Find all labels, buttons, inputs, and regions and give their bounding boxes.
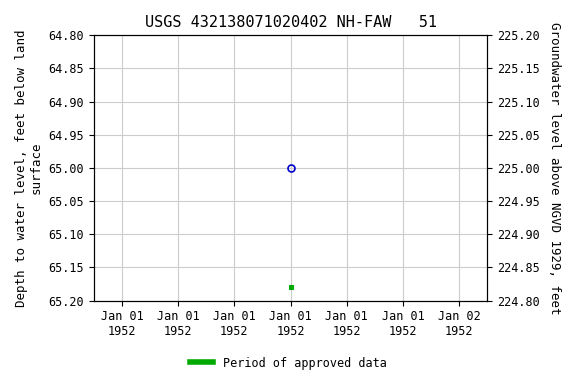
Y-axis label: Groundwater level above NGVD 1929, feet: Groundwater level above NGVD 1929, feet: [548, 22, 561, 314]
Y-axis label: Depth to water level, feet below land
surface: Depth to water level, feet below land su…: [15, 29, 43, 307]
Legend: Period of approved data: Period of approved data: [185, 352, 391, 374]
Title: USGS 432138071020402 NH-FAW   51: USGS 432138071020402 NH-FAW 51: [145, 15, 437, 30]
